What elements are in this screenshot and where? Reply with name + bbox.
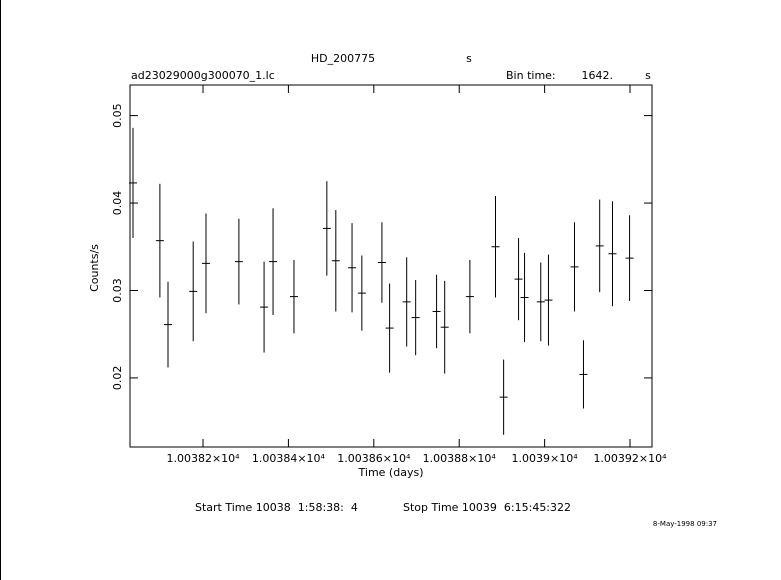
date-stamp: 8-May-1998 09:37 (653, 520, 717, 528)
plot-frame (129, 84, 653, 448)
start-time: Start Time 10038 1:58:38: 4 (195, 501, 358, 514)
y-axis-label: Counts/s (88, 244, 101, 292)
bin-time: 1642. (582, 69, 614, 82)
y-tick-label: 0.05 (111, 103, 124, 128)
x-tick-label: 1.00386×10⁴ (337, 452, 411, 465)
x-tick-label: 1.0039×10⁴ (512, 452, 579, 465)
bin-time-label: Bin time: (506, 69, 556, 82)
x-tick-label: 1.00382×10⁴ (166, 452, 240, 465)
y-tick-label: 0.02 (111, 366, 124, 391)
stop-time: Stop Time 10039 6:15:45:322 (403, 501, 571, 514)
title-suffix: s (466, 52, 472, 65)
x-axis-label: Time (days) (358, 466, 424, 479)
x-tick-label: 1.00384×10⁴ (252, 452, 326, 465)
x-tick-label: 1.00392×10⁴ (593, 452, 667, 465)
x-tick-label: 1.00388×10⁴ (423, 452, 497, 465)
bin-time-unit: s (645, 69, 651, 82)
y-tick-label: 0.04 (111, 191, 124, 216)
y-tick-label: 0.03 (111, 278, 124, 303)
chart-title: HD_200775 (311, 52, 375, 65)
file-name: ad23029000g300070_1.lc (131, 69, 275, 82)
